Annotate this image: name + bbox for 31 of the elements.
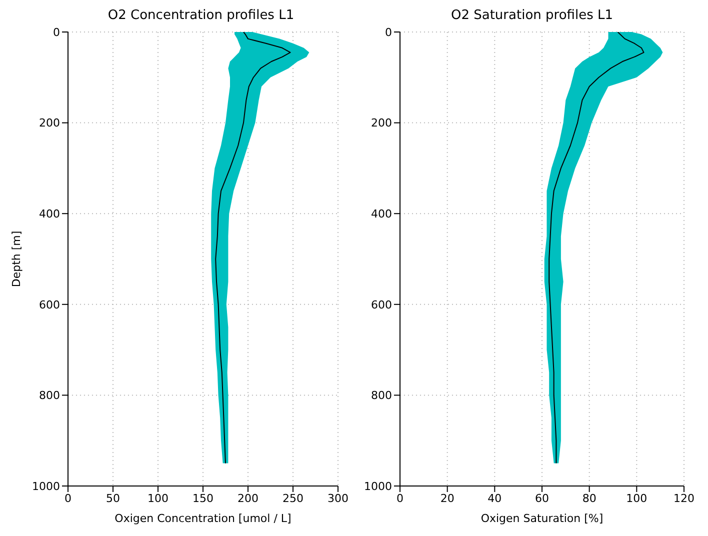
x-tick-label: 300 — [328, 492, 348, 505]
x-tick-label: 40 — [488, 492, 502, 505]
x-tick-label: 150 — [192, 492, 214, 505]
x-tick-label: 200 — [238, 492, 258, 505]
y-tick-label: 800 — [39, 389, 60, 402]
x-tick-label: 0 — [396, 492, 404, 505]
y-tick-label: 400 — [371, 208, 392, 221]
y-tick-label: 200 — [371, 116, 392, 130]
x-tick-label: 20 — [440, 492, 454, 505]
y-tick-label: 800 — [371, 389, 392, 402]
y-tick-label: 1000 — [32, 480, 60, 493]
y-tick-label: 600 — [371, 298, 392, 312]
x-tick-label: 0 — [64, 492, 72, 505]
x-tick-label: 120 — [674, 492, 694, 505]
x-tick-label: 250 — [282, 492, 304, 505]
y-axis-title: Depth [m] — [10, 230, 23, 288]
x-tick-label: 100 — [626, 492, 648, 505]
x-tick-label: 100 — [148, 492, 168, 505]
y-tick-label: 200 — [39, 116, 60, 130]
y-tick-label: 1000 — [364, 480, 392, 493]
y-tick-label: 0 — [53, 26, 60, 39]
chart-title: O2 Concentration profiles L1 — [106, 8, 296, 24]
x-axis-title: Oxigen Concentration [umol / L] — [114, 512, 292, 525]
x-tick-label: 80 — [582, 492, 596, 505]
chart-title: O2 Saturation profiles L1 — [450, 8, 614, 24]
y-tick-label: 400 — [39, 208, 60, 221]
x-tick-label: 60 — [535, 492, 549, 505]
x-axis-title: Oxigen Saturation [%] — [480, 512, 604, 525]
x-tick-label: 50 — [106, 492, 120, 505]
y-tick-label: 600 — [39, 298, 60, 312]
y-tick-label: 0 — [385, 26, 392, 39]
